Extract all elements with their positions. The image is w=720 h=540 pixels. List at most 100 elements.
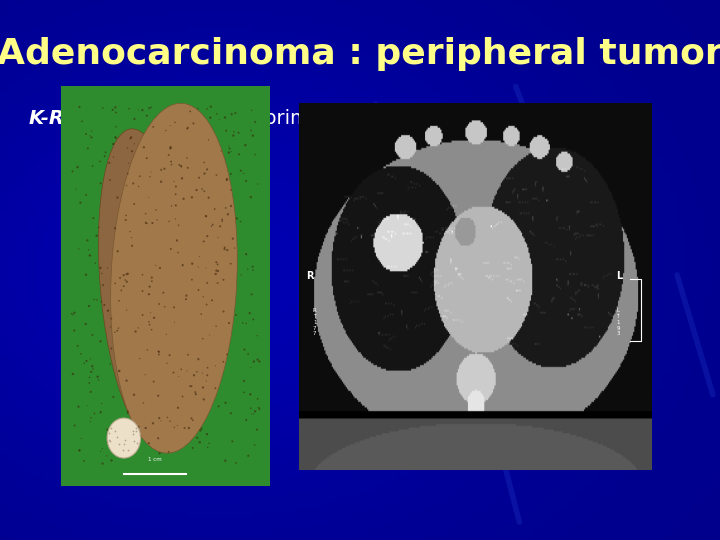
Point: [168, 423, 180, 432]
Point: [161, 359, 173, 368]
Point: [81, 130, 92, 138]
Point: [113, 440, 125, 449]
Point: [211, 110, 222, 118]
Point: [245, 363, 256, 372]
Point: [251, 332, 263, 340]
Point: [93, 376, 104, 384]
Point: [67, 167, 78, 176]
Point: [171, 421, 183, 430]
Point: [203, 136, 215, 144]
Point: [135, 424, 146, 433]
Point: [153, 347, 164, 356]
Point: [223, 148, 235, 157]
Point: [120, 211, 132, 220]
Point: [97, 281, 109, 289]
Point: [230, 458, 242, 467]
Point: [174, 160, 185, 169]
Point: [153, 348, 165, 356]
Point: [220, 126, 232, 135]
Point: [235, 166, 246, 175]
Point: [127, 430, 138, 439]
Point: [227, 234, 238, 243]
Point: [190, 390, 202, 399]
Point: [202, 232, 213, 240]
Point: [141, 154, 153, 163]
Point: [109, 279, 121, 288]
Point: [198, 395, 210, 404]
Point: [249, 441, 261, 449]
Point: [143, 318, 155, 326]
Point: [186, 259, 198, 268]
Text: R
↑
1
7
7: R ↑ 1 7 7: [313, 308, 318, 336]
Point: [156, 178, 167, 186]
Point: [233, 129, 244, 137]
Text: 1 cm: 1 cm: [148, 457, 162, 462]
Point: [165, 245, 176, 253]
Point: [246, 126, 257, 135]
Point: [247, 266, 258, 274]
Point: [201, 105, 212, 113]
Point: [202, 430, 213, 438]
Point: [164, 351, 176, 360]
Point: [164, 417, 176, 426]
Point: [114, 274, 126, 282]
Point: [192, 104, 204, 113]
Point: [182, 164, 194, 172]
Point: [96, 444, 108, 453]
Point: [121, 181, 132, 190]
Point: [201, 300, 212, 309]
Point: [229, 244, 240, 252]
Point: [96, 269, 107, 278]
Point: [120, 276, 131, 285]
Point: [240, 177, 252, 185]
Point: [253, 357, 265, 366]
Point: [230, 109, 241, 117]
Point: [109, 103, 121, 112]
Point: [95, 447, 107, 456]
Point: [73, 103, 85, 111]
Point: [144, 320, 156, 329]
Point: [168, 177, 180, 186]
Point: [245, 390, 256, 399]
Point: [243, 451, 254, 460]
Point: [126, 233, 138, 242]
Point: [210, 362, 221, 370]
Point: [122, 144, 133, 152]
Point: [217, 217, 228, 226]
Point: [247, 131, 258, 140]
Point: [176, 162, 187, 171]
Point: [124, 227, 135, 236]
Point: [119, 435, 130, 444]
Point: [202, 371, 213, 380]
Point: [186, 414, 197, 423]
Point: [248, 315, 259, 324]
Point: [238, 388, 250, 397]
Point: [86, 368, 97, 376]
Point: [84, 131, 96, 140]
Point: [222, 246, 233, 254]
Point: [238, 345, 250, 354]
Point: [195, 310, 207, 319]
Point: [253, 403, 264, 412]
Point: [104, 436, 116, 445]
Point: [215, 222, 226, 231]
Point: [87, 162, 99, 171]
Point: [71, 185, 82, 193]
Point: [84, 251, 96, 260]
Point: [186, 382, 197, 390]
Point: [140, 370, 151, 379]
Point: [105, 424, 117, 433]
Point: [230, 310, 242, 319]
Point: [225, 170, 237, 178]
Point: [177, 261, 189, 269]
Point: [249, 150, 261, 159]
Point: [142, 219, 153, 228]
Point: [122, 409, 133, 417]
Point: [252, 180, 264, 188]
Point: [138, 399, 149, 407]
Point: [86, 362, 98, 370]
Point: [129, 114, 140, 123]
Point: [158, 288, 169, 297]
Text: R: R: [306, 271, 313, 281]
Point: [103, 428, 114, 437]
